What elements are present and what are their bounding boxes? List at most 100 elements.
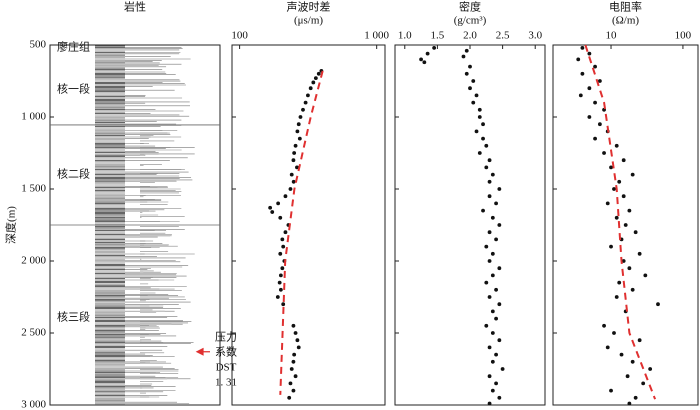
zone-label: 核三段 — [57, 310, 90, 324]
data-point — [291, 359, 296, 364]
data-point — [630, 359, 635, 364]
data-point — [627, 401, 632, 406]
x-tick-label: 3.0 — [528, 30, 542, 42]
data-point — [316, 71, 321, 76]
annotation-text: 1. 31 — [215, 376, 237, 388]
data-point — [641, 381, 646, 386]
data-point — [580, 45, 585, 50]
data-point — [275, 295, 280, 299]
data-point — [614, 143, 619, 148]
data-point — [580, 71, 585, 76]
data-point — [281, 244, 286, 249]
data-point — [278, 251, 283, 256]
data-point — [289, 367, 294, 371]
data-point — [490, 251, 495, 256]
data-point — [278, 215, 283, 220]
y-axis-label: 深度(m) — [4, 206, 18, 244]
data-point — [484, 244, 489, 249]
data-point — [477, 151, 482, 155]
data-point — [461, 54, 466, 59]
panel-title: 密度 — [459, 0, 481, 14]
data-point — [617, 280, 622, 285]
data-point — [484, 143, 489, 148]
data-point — [617, 179, 622, 184]
data-point — [490, 331, 495, 335]
data-point — [287, 395, 292, 400]
data-point — [593, 64, 597, 69]
data-point — [487, 158, 492, 163]
x-tick-label: 100 — [675, 30, 692, 42]
data-point — [578, 93, 583, 98]
data-point — [593, 100, 597, 105]
y-tick-label: 2 500 — [21, 327, 46, 339]
data-point — [292, 151, 297, 155]
data-point — [494, 237, 498, 242]
data-point — [494, 287, 498, 292]
data-point — [609, 165, 613, 170]
data-point — [306, 93, 310, 98]
lithology-pattern — [95, 45, 195, 406]
data-point — [490, 215, 495, 220]
data-point — [268, 205, 273, 210]
data-point — [612, 331, 616, 335]
data-point — [587, 115, 592, 119]
data-point — [464, 48, 469, 53]
data-point — [656, 302, 660, 307]
data-point — [296, 122, 301, 127]
data-point — [576, 57, 581, 62]
data-point — [490, 309, 495, 314]
panel-unit: (Ω/m) — [612, 15, 639, 27]
data-point — [422, 60, 427, 65]
data-point — [270, 210, 275, 214]
data-point — [474, 129, 479, 134]
data-point — [627, 208, 632, 213]
x-tick-label: 100 — [231, 30, 248, 42]
data-point — [298, 115, 303, 119]
zone-label: 廖庄组 — [57, 40, 90, 54]
data-point — [494, 381, 498, 386]
panel-title: 声波时差 — [287, 0, 331, 14]
data-point — [291, 179, 296, 184]
data-point — [278, 273, 283, 278]
data-point — [474, 93, 479, 98]
data-point — [477, 115, 482, 119]
panel-unit: (g/cm³) — [454, 15, 487, 27]
data-point — [497, 395, 502, 400]
data-point — [481, 208, 485, 213]
data-point — [643, 273, 648, 278]
data-point — [293, 374, 298, 379]
data-point — [481, 136, 485, 141]
data-point — [481, 122, 485, 127]
data-point — [303, 100, 308, 105]
data-point — [288, 381, 293, 386]
x-tick-label: 2.5 — [496, 30, 510, 42]
data-point — [487, 230, 492, 235]
panel-title: 电阻率 — [609, 0, 642, 14]
data-point — [494, 316, 498, 321]
zone-label: 核一段 — [57, 82, 90, 96]
data-point — [597, 79, 602, 83]
data-point — [602, 151, 606, 155]
data-point — [484, 323, 489, 328]
panel-unit: (μs/m) — [294, 15, 323, 27]
data-point — [277, 280, 282, 285]
data-point — [291, 323, 296, 328]
data-point — [494, 352, 498, 357]
data-point — [487, 345, 492, 350]
data-point — [484, 165, 489, 170]
data-point — [487, 295, 492, 299]
data-point — [490, 388, 495, 393]
data-point — [432, 45, 437, 50]
data-point — [292, 352, 297, 357]
data-point — [297, 136, 302, 141]
data-point — [301, 107, 305, 112]
data-point — [296, 345, 301, 350]
data-point — [497, 338, 502, 343]
data-point — [293, 143, 298, 148]
data-point — [612, 187, 616, 191]
data-point — [468, 64, 472, 69]
data-point — [464, 71, 469, 76]
data-point — [487, 194, 492, 199]
data-point — [621, 158, 626, 163]
data-point — [288, 187, 293, 191]
